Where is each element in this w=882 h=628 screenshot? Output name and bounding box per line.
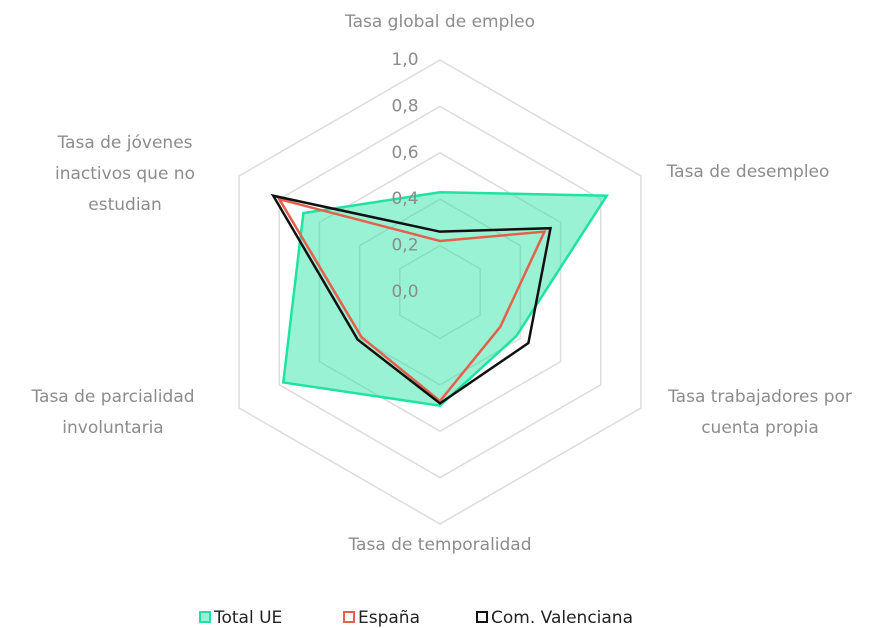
legend-label: Com. Valenciana [491,608,633,628]
category-label: Tasa global de empleo [344,12,535,32]
category-label: Tasa trabajadores por cuenta propia [667,387,852,438]
tick-label: 0,6 [391,143,418,163]
category-label: Tasa de parcialidad involuntaria [30,387,194,438]
grid-line [358,198,522,386]
grid-line [318,151,562,433]
legend-swatch [476,611,488,623]
tick-label: 0,8 [391,96,418,116]
legend-label: España [358,608,420,628]
series-area [276,197,547,403]
category-label: Tasa de temporalidad [347,535,531,555]
category-label: Tasa de desempleo [666,162,830,182]
legend-swatch [343,611,355,623]
category-label: Tasa de jóvenes inactivos que no estudian [55,133,195,215]
grid-line [399,244,481,340]
tick-label: 0,4 [391,189,418,209]
legend-label: Total UE [213,608,282,628]
grid-line [238,59,642,525]
series-area [270,193,553,405]
legend-swatch [199,611,211,623]
tick-label: 1,0 [391,50,418,70]
series-area [281,190,610,408]
tick-label: 0,0 [391,282,418,302]
legend: Total UE España Com. Valenciana [199,608,633,628]
tick-label: 0,2 [391,236,418,256]
